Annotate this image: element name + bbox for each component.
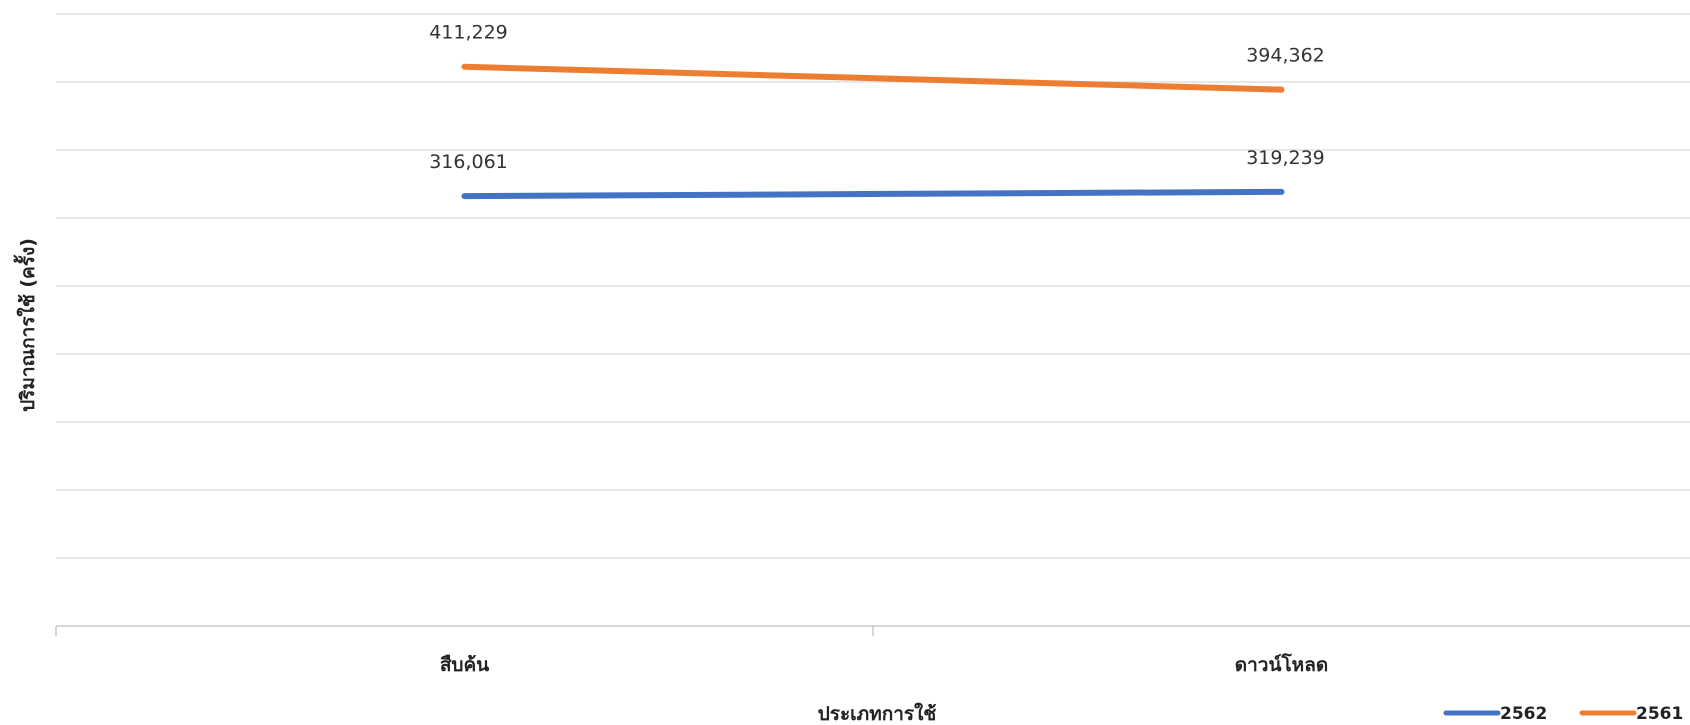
data-labels: 316,061 319,239 411,229 394,362 [429, 22, 1325, 173]
legend: 2562 2561 [1443, 704, 1683, 724]
data-point [464, 195, 465, 197]
data-point [464, 66, 465, 68]
legend-label: 2561 [1636, 704, 1683, 724]
x-tick-label: ดาวน์โหลด [1235, 653, 1328, 676]
data-label: 394,362 [1246, 45, 1325, 67]
category-labels: สืบค้น ดาวน์โหลด [440, 653, 1328, 676]
series-layer [461, 63, 1285, 200]
data-label: 411,229 [429, 22, 508, 44]
y-axis-title: ปริมาณการใช้ (ครั้ง) [13, 238, 39, 412]
x-tick-label: สืบค้น [440, 654, 489, 676]
x-axis-ticks [55, 626, 874, 636]
x-axis-title: ประเภทการใช้ [818, 702, 937, 725]
series-line-2562 [461, 188, 1285, 200]
data-point [1281, 191, 1282, 193]
data-label: 319,239 [1246, 147, 1325, 169]
data-label: 316,061 [429, 151, 508, 173]
gridlines [56, 13, 1690, 559]
series-line-2561 [461, 63, 1285, 93]
legend-label: 2562 [1500, 704, 1547, 724]
data-point [1281, 89, 1282, 91]
